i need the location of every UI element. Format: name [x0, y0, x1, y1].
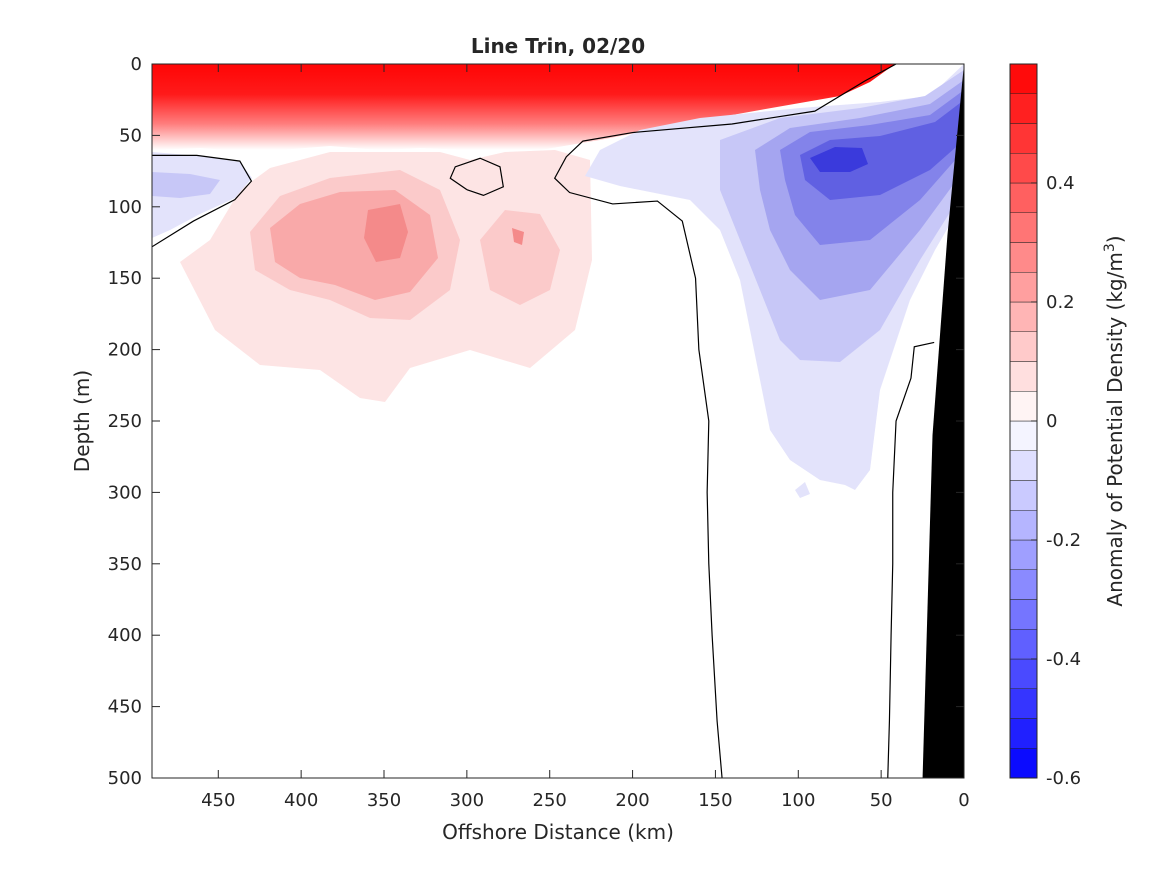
y-tick-label: 250: [108, 411, 142, 432]
y-tick-label: 200: [108, 340, 142, 361]
y-tick-label: 450: [108, 697, 142, 718]
colorbar-level: [1009, 272, 1038, 303]
colorbar: [1009, 63, 1038, 779]
colorbar-level: [1009, 688, 1038, 719]
x-tick-label: 200: [615, 790, 649, 811]
colorbar-level: [1009, 331, 1038, 362]
colorbar-level: [1009, 718, 1038, 749]
colorbar-level: [1009, 242, 1038, 273]
offshore-negative-lens: [152, 152, 252, 238]
colorbar-level: [1009, 361, 1038, 392]
colorbar-label: Anomaly of Potential Density (kg/m3): [1102, 235, 1127, 606]
x-tick-label: 350: [367, 790, 401, 811]
colorbar-level: [1009, 123, 1038, 154]
x-tick-label: 250: [533, 790, 567, 811]
nearshore-negative-core: [585, 64, 964, 498]
y-tick-label: 350: [108, 554, 142, 575]
y-tick-label: 150: [108, 268, 142, 289]
y-tick-label: 0: [131, 54, 142, 75]
y-tick-label: 400: [108, 625, 142, 646]
y-tick-label: 500: [108, 768, 142, 789]
x-tick-label: 400: [284, 790, 318, 811]
zero-contour-line: [449, 157, 504, 197]
colorbar-tick-label: -0.2: [1046, 530, 1081, 551]
colorbar-level: [1009, 420, 1038, 451]
x-tick-label: 50: [870, 790, 893, 811]
y-axis-label: Depth (m): [70, 370, 94, 472]
colorbar-level: [1009, 569, 1038, 600]
chart-title: Line Trin, 02/20: [471, 34, 645, 58]
y-tick-label: 100: [108, 197, 142, 218]
zero-contour-line: [887, 341, 935, 778]
colorbar-level: [1009, 629, 1038, 660]
x-tick-label: 300: [450, 790, 484, 811]
colorbar-tick-label: -0.4: [1046, 649, 1081, 670]
colorbar-level: [1009, 599, 1038, 630]
colorbar-tick-label: -0.6: [1046, 768, 1081, 789]
bathymetry-mask: [922, 64, 964, 778]
colorbar-tick-label: 0: [1046, 411, 1057, 432]
colorbar-tick-label: 0.4: [1046, 173, 1075, 194]
zero-contour-line: [553, 64, 897, 778]
offshore-positive-lobe: [180, 150, 592, 402]
y-tick-label: 300: [108, 482, 142, 503]
colorbar-level: [1009, 480, 1038, 511]
colorbar-level: [1009, 510, 1038, 541]
colorbar-level: [1009, 93, 1038, 124]
colorbar-level: [1009, 153, 1038, 184]
colorbar-tick-label: 0.2: [1046, 292, 1075, 313]
colorbar-level: [1009, 391, 1038, 422]
anomaly-field: [152, 64, 964, 778]
zero-contour-line: [152, 154, 253, 248]
colorbar-level: [1009, 182, 1038, 213]
x-tick-label: 450: [201, 790, 235, 811]
colorbar-level: [1009, 212, 1038, 243]
x-axis-label: Offshore Distance (km): [442, 820, 674, 844]
colorbar-level: [1009, 450, 1038, 481]
colorbar-ticks: 0.4 0.2 0 -0.2 -0.4 -0.6: [1031, 173, 1081, 789]
x-axis: 450 400 350 300 250 200 150 100 50 0: [201, 64, 970, 811]
colorbar-level: [1009, 539, 1038, 570]
surface-positive-layer: [152, 64, 960, 150]
x-tick-label: 0: [958, 790, 969, 811]
x-tick-label: 150: [698, 790, 732, 811]
y-tick-label: 50: [119, 125, 142, 146]
colorbar-level: [1009, 748, 1038, 779]
x-tick-label: 100: [781, 790, 815, 811]
zero-contours: [152, 64, 935, 778]
y-axis: 0 50 100 150 200 250 300 350 400 450 500: [108, 54, 964, 789]
colorbar-level: [1009, 301, 1038, 332]
colorbar-level: [1009, 658, 1038, 689]
colorbar-level: [1009, 63, 1038, 94]
